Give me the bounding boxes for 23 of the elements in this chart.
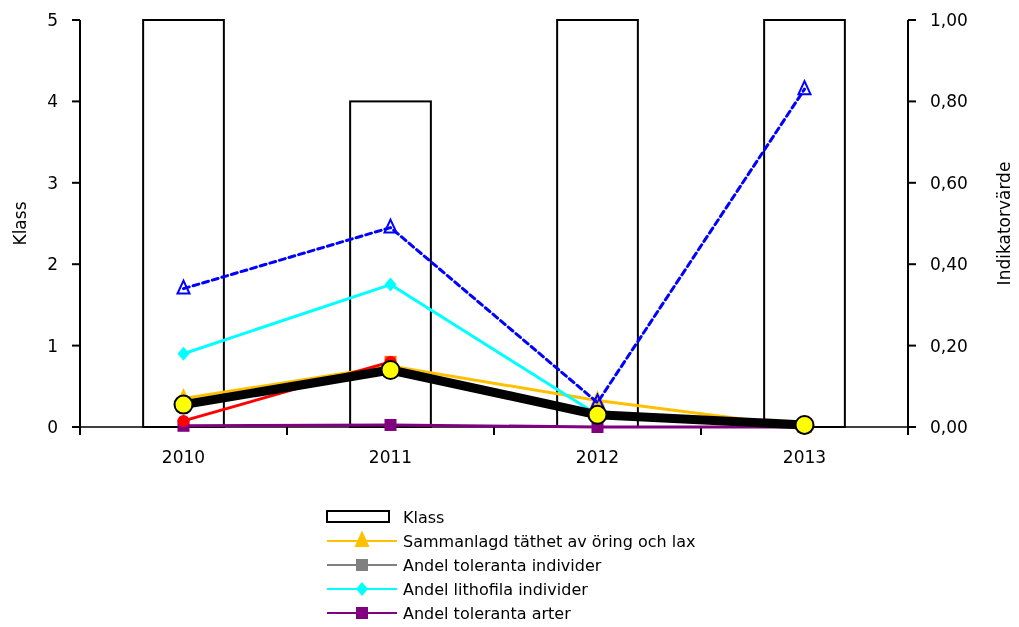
y2-axis-title: Indikatorvärde bbox=[994, 161, 1014, 286]
x-tick-label: 2013 bbox=[782, 447, 827, 467]
legend-label: Andel toleranta arter bbox=[403, 603, 572, 623]
y2-tick-label: 0,80 bbox=[930, 91, 968, 112]
y-tick-label: 5 bbox=[47, 9, 58, 30]
y-tick-label: 1 bbox=[47, 335, 58, 356]
y2-tick-label: 1,00 bbox=[930, 9, 968, 30]
y-tick-label: 0 bbox=[47, 416, 58, 437]
x-tick-label: 2010 bbox=[161, 447, 206, 467]
legend-label: Andel toleranta individer bbox=[403, 555, 602, 575]
x-tick-label: 2011 bbox=[368, 447, 413, 467]
legend-label: Sammanlagd täthet av öring och lax bbox=[403, 531, 696, 551]
y-tick-label: 4 bbox=[47, 91, 58, 112]
y2-tick-label: 0,00 bbox=[930, 416, 968, 437]
x-tick-label: 2012 bbox=[575, 447, 620, 467]
y2-tick-label: 0,60 bbox=[930, 172, 968, 193]
legend-label: Klass bbox=[403, 507, 445, 527]
y2-tick-label: 0,40 bbox=[930, 254, 968, 275]
y-axis-title: Klass bbox=[10, 201, 30, 246]
y2-tick-label: 0,20 bbox=[930, 335, 968, 356]
legend-label: Andel lithofila individer bbox=[403, 579, 589, 599]
y-tick-label: 3 bbox=[47, 172, 58, 193]
y-tick-label: 2 bbox=[47, 254, 58, 275]
